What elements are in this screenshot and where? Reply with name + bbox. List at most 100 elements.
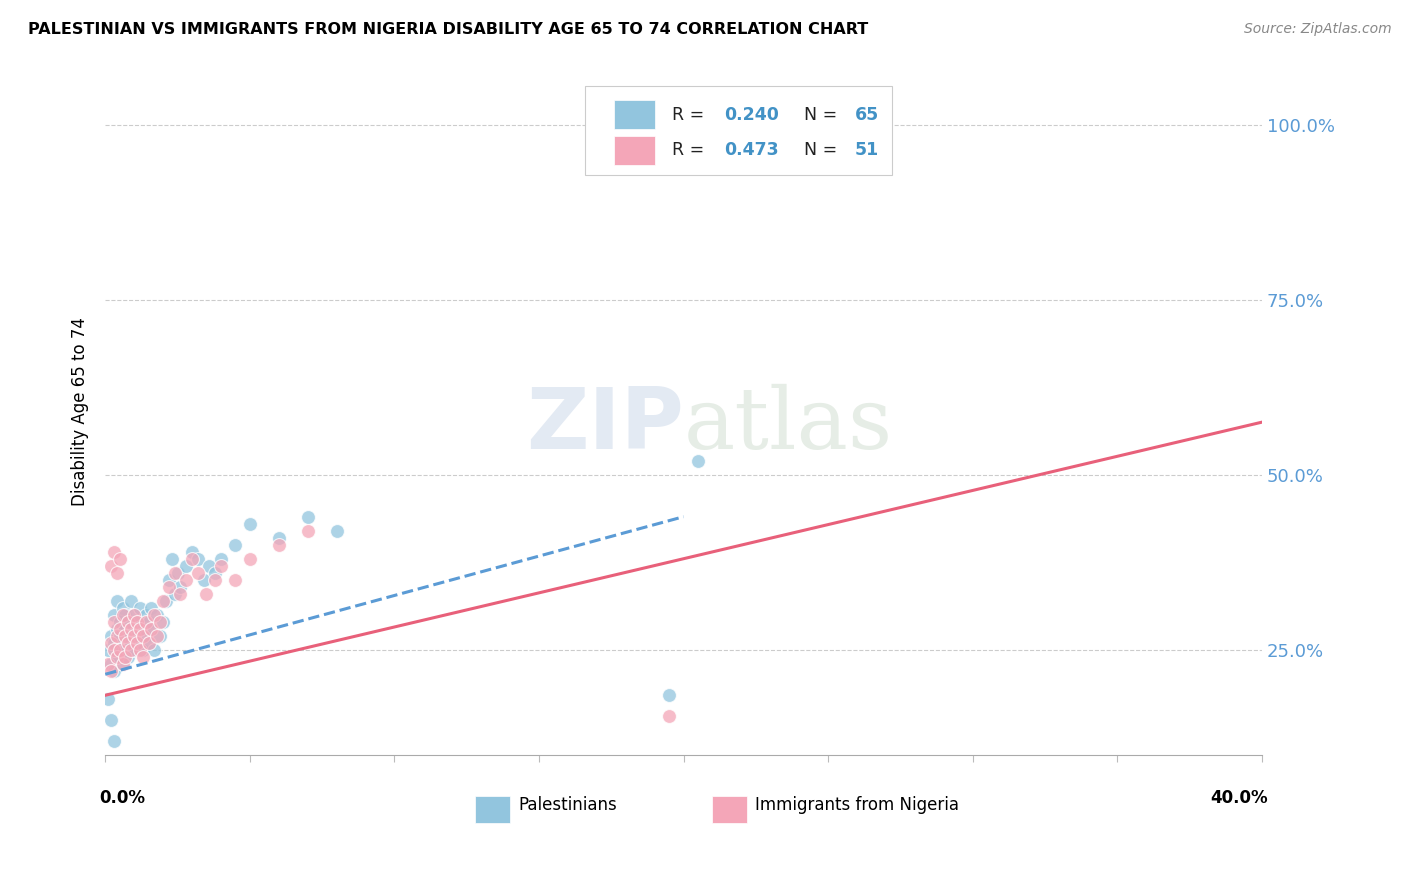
Point	[103, 733, 125, 747]
Point	[132, 642, 155, 657]
Point	[105, 622, 128, 636]
Point	[163, 566, 186, 580]
Text: ZIP: ZIP	[526, 384, 683, 467]
Point	[198, 558, 221, 573]
Point	[97, 642, 120, 657]
Point	[129, 622, 152, 636]
Point	[122, 607, 145, 622]
Point	[120, 593, 142, 607]
Text: R =: R =	[672, 105, 710, 123]
Point	[239, 516, 262, 531]
Point	[135, 607, 157, 622]
Text: 0.473: 0.473	[724, 141, 779, 159]
Point	[155, 593, 177, 607]
Point	[105, 629, 128, 643]
Point	[141, 622, 163, 636]
Point	[149, 615, 172, 629]
FancyBboxPatch shape	[614, 100, 655, 129]
Point	[716, 138, 738, 153]
Point	[103, 615, 125, 629]
Point	[157, 573, 180, 587]
Point	[100, 664, 122, 678]
Point	[187, 551, 209, 566]
Point	[239, 551, 262, 566]
Point	[169, 587, 191, 601]
Text: Immigrants from Nigeria: Immigrants from Nigeria	[755, 796, 959, 814]
Text: 65: 65	[855, 105, 879, 123]
Point	[135, 629, 157, 643]
Point	[120, 642, 142, 657]
Point	[103, 607, 125, 622]
Point	[204, 566, 226, 580]
Point	[103, 636, 125, 650]
Point	[163, 587, 186, 601]
Point	[97, 691, 120, 706]
Point	[125, 636, 148, 650]
Point	[152, 615, 174, 629]
Point	[138, 615, 160, 629]
Point	[120, 636, 142, 650]
Point	[209, 558, 232, 573]
Text: N =: N =	[793, 141, 844, 159]
Point	[117, 636, 139, 650]
Point	[181, 545, 204, 559]
Y-axis label: Disability Age 65 to 74: Disability Age 65 to 74	[72, 318, 89, 506]
Point	[105, 566, 128, 580]
Point	[193, 573, 215, 587]
Point	[114, 629, 136, 643]
Point	[204, 573, 226, 587]
Text: N =: N =	[793, 105, 844, 123]
Point	[125, 615, 148, 629]
Point	[686, 453, 709, 467]
Point	[166, 566, 188, 580]
Point	[129, 642, 152, 657]
Text: 51: 51	[855, 141, 879, 159]
Text: 0.240: 0.240	[724, 105, 779, 123]
Point	[157, 580, 180, 594]
Point	[100, 629, 122, 643]
Point	[103, 545, 125, 559]
Text: 0.0%: 0.0%	[100, 789, 145, 807]
Point	[100, 636, 122, 650]
Point	[111, 657, 134, 671]
Point	[138, 636, 160, 650]
Text: 40.0%: 40.0%	[1211, 789, 1268, 807]
Point	[146, 607, 169, 622]
Point	[143, 642, 166, 657]
Point	[105, 593, 128, 607]
Point	[122, 607, 145, 622]
Point	[117, 629, 139, 643]
Point	[111, 600, 134, 615]
Point	[297, 509, 319, 524]
Point	[658, 688, 681, 702]
Point	[125, 615, 148, 629]
Point	[132, 629, 155, 643]
Point	[111, 607, 134, 622]
Point	[108, 551, 131, 566]
Point	[125, 629, 148, 643]
Point	[297, 524, 319, 538]
Point	[174, 573, 197, 587]
Point	[160, 551, 183, 566]
Point	[100, 558, 122, 573]
Point	[103, 664, 125, 678]
Point	[111, 636, 134, 650]
Point	[117, 649, 139, 664]
Point	[122, 629, 145, 643]
Point	[658, 709, 681, 723]
Point	[103, 642, 125, 657]
Point	[174, 558, 197, 573]
Point	[149, 629, 172, 643]
Point	[117, 615, 139, 629]
Point	[120, 622, 142, 636]
Point	[224, 573, 246, 587]
Point	[108, 642, 131, 657]
Point	[105, 649, 128, 664]
Point	[120, 622, 142, 636]
Point	[114, 622, 136, 636]
Point	[100, 657, 122, 671]
Point	[169, 580, 191, 594]
Point	[105, 649, 128, 664]
FancyBboxPatch shape	[713, 796, 747, 823]
FancyBboxPatch shape	[585, 86, 891, 175]
